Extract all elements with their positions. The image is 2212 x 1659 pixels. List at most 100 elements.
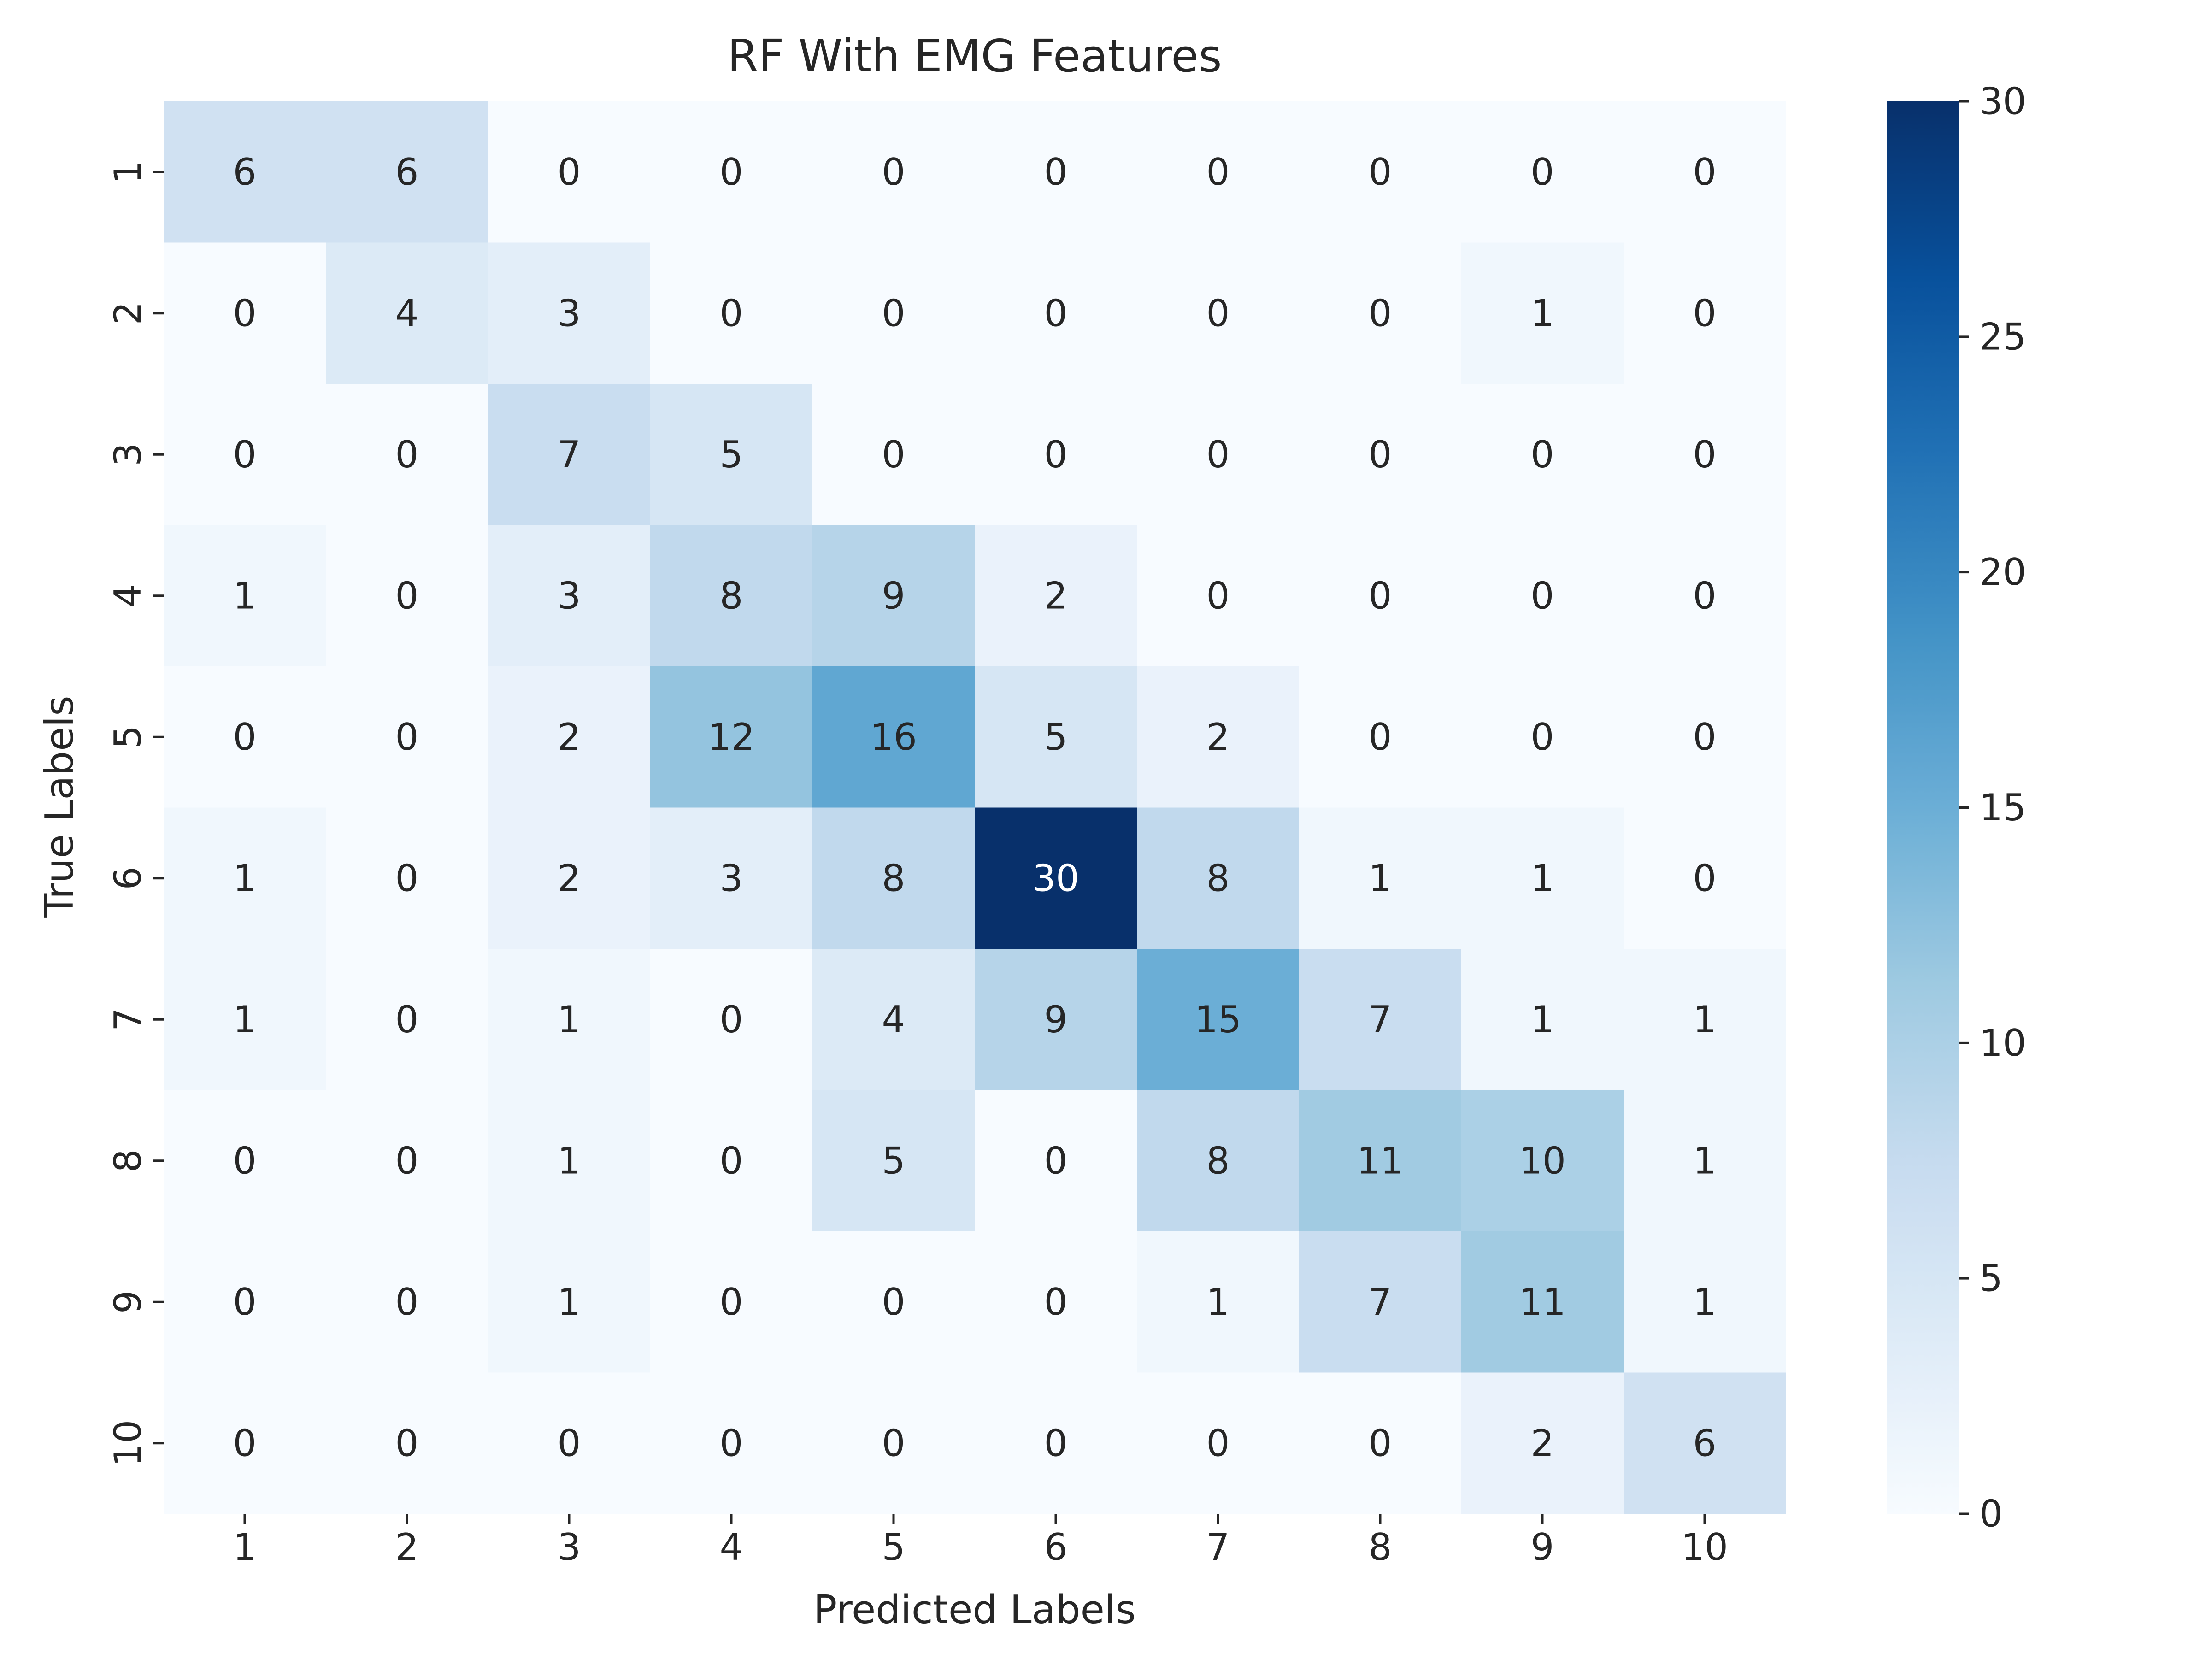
colorbar-tick-label-30: 30: [1979, 80, 2026, 123]
heatmap-cell-label-r8-c7: 8: [1206, 1139, 1230, 1182]
heatmap-cell-r1-c9: [1461, 101, 1624, 243]
heatmap-cell-label-r5-c3: 2: [558, 716, 581, 759]
heatmap-cell-label-r2-c6: 0: [1044, 292, 1068, 335]
x-tick-label-2: 2: [395, 1526, 419, 1569]
colorbar-tick-label-0: 0: [1979, 1493, 2003, 1535]
heatmap-cell-label-r4-c3: 3: [558, 574, 581, 617]
heatmap-cell-r2-c4: [650, 242, 813, 384]
heatmap-cell-r10-c2: [326, 1372, 488, 1514]
heatmap-cell-label-r8-c5: 5: [882, 1139, 906, 1182]
heatmap-cell-label-r4-c7: 0: [1206, 574, 1230, 617]
x-tick-label-6: 6: [1044, 1526, 1068, 1569]
heatmap-cell-label-r7-c10: 1: [1693, 998, 1717, 1041]
heatmap-cell-label-r10-c6: 0: [1044, 1422, 1068, 1465]
heatmap-cell-r3-c3: [488, 384, 651, 526]
heatmap-cell-r3-c9: [1461, 384, 1624, 526]
colorbar-gradient: [1887, 101, 1959, 1514]
heatmap-cell-label-r7-c9: 1: [1531, 998, 1554, 1041]
heatmap-cell-r1-c1: [164, 101, 326, 243]
heatmap-cell-label-r7-c3: 1: [558, 998, 581, 1041]
heatmap-cell-r4-c4: [650, 525, 813, 667]
heatmap-cell-label-r5-c9: 0: [1531, 716, 1554, 759]
heatmap-cell-label-r4-c1: 1: [233, 574, 257, 617]
heatmap-cell-r9-c10: [1624, 1231, 1786, 1373]
heatmap-cell-label-r7-c5: 4: [882, 998, 906, 1041]
heatmap-cell-r6-c7: [1137, 807, 1300, 949]
heatmap-cell-r10-c4: [650, 1372, 813, 1514]
heatmap-cell-label-r6-c6: 30: [1032, 857, 1079, 900]
heatmap-cell-r8-c7: [1137, 1090, 1300, 1232]
heatmap-cell-label-r3-c9: 0: [1531, 433, 1554, 476]
y-tick-label-2: 2: [106, 301, 149, 325]
heatmap-cell-label-r3-c1: 0: [233, 433, 257, 476]
heatmap-cell-r4-c8: [1299, 525, 1462, 667]
heatmap-cell-label-r6-c2: 0: [395, 857, 419, 900]
x-tick-label-4: 4: [720, 1526, 743, 1569]
heatmap-cell-label-r5-c4: 12: [708, 716, 755, 759]
heatmap-cell-label-r9-c8: 7: [1369, 1281, 1392, 1324]
heatmap-cell-label-r1-c2: 6: [395, 151, 419, 194]
heatmap-cell-label-r6-c10: 0: [1693, 857, 1717, 900]
heatmap-cell-r3-c10: [1624, 384, 1786, 526]
chart-title: RF With EMG Features: [727, 30, 1222, 82]
heatmap-cell-r10-c9: [1461, 1372, 1624, 1514]
colorbar-tick-label-25: 25: [1979, 315, 2026, 358]
heatmap-cell-r5-c6: [975, 666, 1137, 808]
y-axis-ticks: 1 2 3 4 5 6 7 8 9 10: [106, 160, 164, 1467]
heatmap-cell-r9-c8: [1299, 1231, 1462, 1373]
heatmap-cell-label-r4-c5: 9: [882, 574, 906, 617]
heatmap-cell-r2-c5: [812, 242, 975, 384]
heatmap-cell-r8-c3: [488, 1090, 651, 1232]
heatmap-cell-label-r4-c4: 8: [720, 574, 743, 617]
heatmap-cell-label-r3-c7: 0: [1206, 433, 1230, 476]
heatmap-cell-r7-c1: [164, 949, 326, 1091]
heatmap-cell-r10-c7: [1137, 1372, 1300, 1514]
heatmap-cell-label-r8-c9: 10: [1519, 1139, 1566, 1182]
heatmap-cell-label-r3-c5: 0: [882, 433, 906, 476]
heatmap-cell-label-r10-c4: 0: [720, 1422, 743, 1465]
heatmap-cell-r9-c1: [164, 1231, 326, 1373]
x-axis-ticks: 1 2 3 4 5 6 7 8 9 10: [233, 1514, 1728, 1569]
colorbar-tick-label-5: 5: [1979, 1257, 2003, 1300]
heatmap-cell-r8-c2: [326, 1090, 488, 1232]
y-tick-label-10: 10: [106, 1420, 149, 1467]
heatmap-cell-labels: 6 6 0 0 0 0 0 0 0 00 4 3 0 0 0 0 0 1 00 0 7 5 0 0 0 0 0 01 0 3 8 9 2 0 0 0 0…: [233, 151, 1717, 1465]
heatmap-cell-label-r10-c7: 0: [1206, 1422, 1230, 1465]
heatmap-cell-r9-c3: [488, 1231, 651, 1373]
y-tick-label-8: 8: [106, 1149, 149, 1172]
heatmap-cell-label-r10-c9: 2: [1531, 1422, 1554, 1465]
heatmap-cell-r5-c3: [488, 666, 651, 808]
heatmap-cell-label-r9-c9: 11: [1519, 1281, 1566, 1324]
heatmap-cell-r10-c5: [812, 1372, 975, 1514]
heatmap-cell-r5-c2: [326, 666, 488, 808]
heatmap-cell-r4-c3: [488, 525, 651, 667]
heatmap-cell-label-r6-c3: 2: [558, 857, 581, 900]
heatmap-cell-r9-c6: [975, 1231, 1137, 1373]
heatmap-cell-label-r10-c10: 6: [1693, 1422, 1717, 1465]
x-tick-label-1: 1: [233, 1526, 257, 1569]
heatmap-cell-label-r9-c2: 0: [395, 1281, 419, 1324]
heatmap-cell-label-r2-c10: 0: [1693, 292, 1717, 335]
heatmap-cell-label-r5-c1: 0: [233, 716, 257, 759]
heatmap-cell-r9-c4: [650, 1231, 813, 1373]
heatmap-cell-label-r9-c7: 1: [1206, 1281, 1230, 1324]
heatmap-cell-r8-c8: [1299, 1090, 1462, 1232]
y-tick-label-9: 9: [106, 1290, 149, 1314]
heatmap-cell-r8-c4: [650, 1090, 813, 1232]
heatmap-cell-label-r4-c9: 0: [1531, 574, 1554, 617]
heatmap-cell-label-r1-c10: 0: [1693, 151, 1717, 194]
heatmap-cell-r9-c5: [812, 1231, 975, 1373]
heatmap-cell-r6-c9: [1461, 807, 1624, 949]
heatmap-cell-r2-c8: [1299, 242, 1462, 384]
heatmap-cell-label-r8-c10: 1: [1693, 1139, 1717, 1182]
y-tick-label-3: 3: [106, 443, 149, 466]
heatmap-cell-label-r8-c2: 0: [395, 1139, 419, 1182]
heatmap-cell-r3-c1: [164, 384, 326, 526]
y-tick-label-7: 7: [106, 1008, 149, 1031]
heatmap-cell-r10-c8: [1299, 1372, 1462, 1514]
heatmap-cell-label-r6-c8: 1: [1369, 857, 1392, 900]
heatmap-cell-label-r5-c7: 2: [1206, 716, 1230, 759]
heatmap-cell-label-r6-c1: 1: [233, 857, 257, 900]
heatmap-cell-label-r5-c5: 16: [870, 716, 917, 759]
